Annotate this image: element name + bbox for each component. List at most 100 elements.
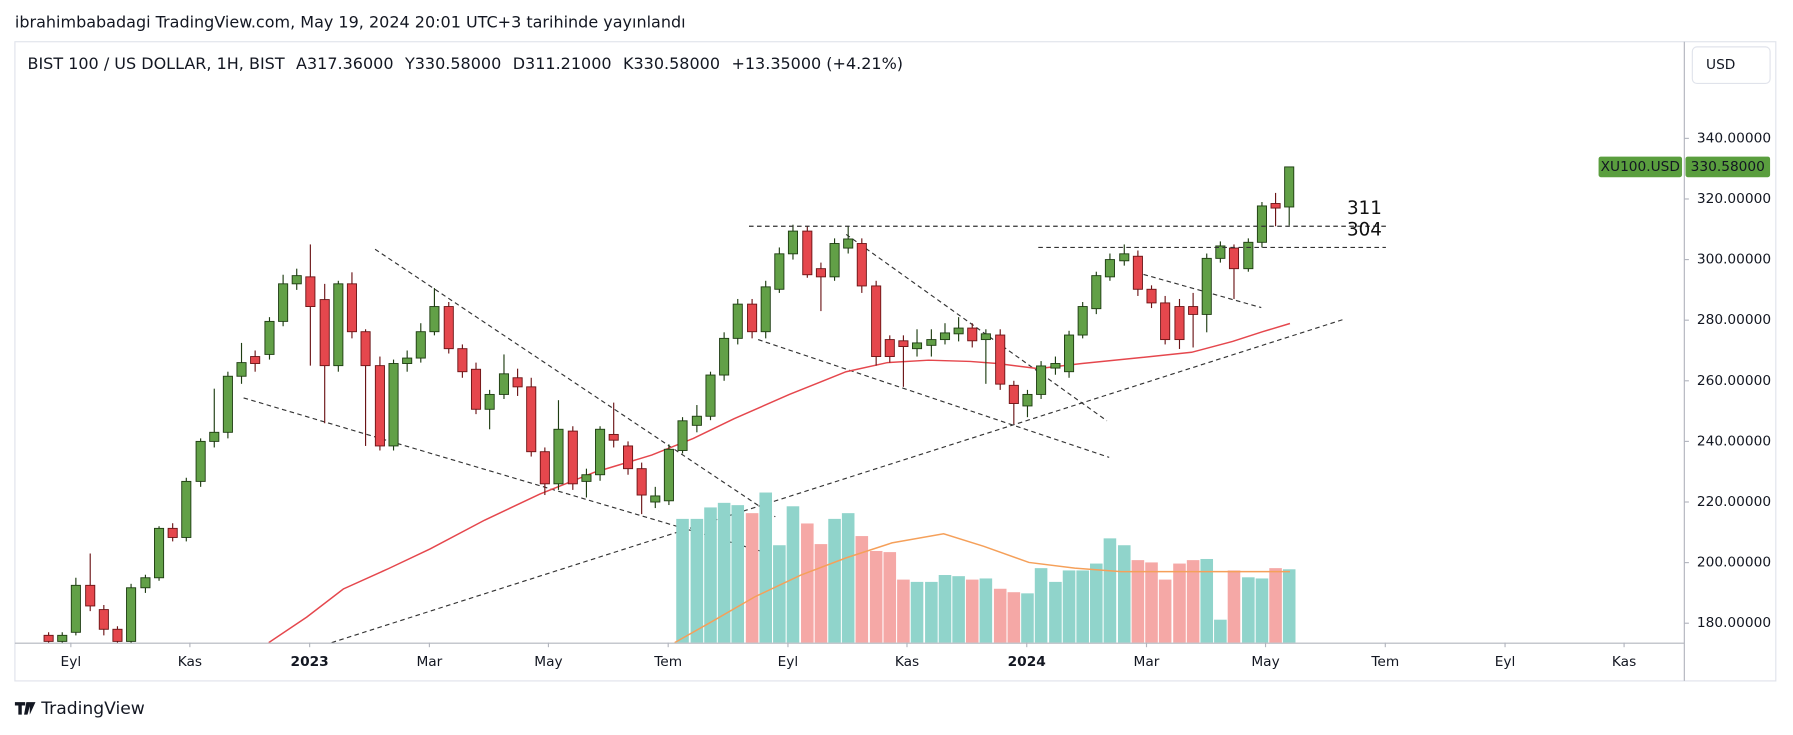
volume-bar: [1269, 568, 1282, 643]
y-tick-label: 300.00000: [1697, 252, 1771, 268]
candle-body: [980, 333, 991, 341]
symbol-tag-label: XU100.USD: [1601, 159, 1680, 175]
x-tick-label: Kas: [178, 654, 202, 670]
candle-body: [415, 331, 426, 359]
volume-bar: [841, 513, 855, 643]
candle-body: [388, 363, 399, 447]
volume-bar: [814, 544, 828, 643]
symbol-tag: [1598, 156, 1683, 178]
legend-header: BIST 100 / US DOLLAR, 1H, BIST A317.36000…: [27, 54, 903, 73]
volume-bar: [828, 518, 841, 643]
moving-average-line: [268, 322, 1291, 643]
candle-body: [1146, 288, 1157, 304]
currency-label[interactable]: USD: [1706, 57, 1735, 73]
candle-body: [443, 306, 454, 350]
candle-body: [57, 634, 68, 642]
candle-body: [553, 428, 564, 485]
x-tick-label: Kas: [895, 654, 919, 670]
candle-body: [140, 577, 151, 589]
ohlc-key: K: [623, 54, 634, 73]
axes: 180.00000 200.00000 220.00000 240.00000 260.…: [61, 130, 1772, 670]
y-tick-label: 280.00000: [1697, 312, 1771, 328]
trend-line: [757, 339, 1110, 458]
candle-body: [1022, 393, 1033, 407]
volume-bar: [1145, 562, 1158, 643]
candle-body: [1077, 306, 1088, 336]
candle-body: [346, 283, 357, 333]
candle-body: [195, 440, 206, 482]
volume-bar: [690, 518, 704, 643]
y-tick-label: 220.00000: [1697, 494, 1771, 510]
volume-bar: [717, 502, 731, 643]
x-tick-label: Mar: [1134, 654, 1160, 670]
volume-bar: [1214, 619, 1227, 643]
brand: TradingView: [40, 699, 145, 719]
candle-body: [402, 357, 413, 364]
candle-body: [774, 253, 785, 290]
candle-body: [374, 365, 385, 447]
candle-body: [278, 283, 289, 322]
trend-line: [243, 397, 769, 554]
volume-bar: [1076, 570, 1089, 643]
ohlc-value: 330.58000: [634, 54, 721, 73]
volume-bar: [1173, 563, 1186, 643]
candle-body: [747, 303, 758, 333]
candle-body: [705, 374, 716, 417]
candle-body: [1104, 259, 1115, 278]
ohlc-value: 330.58000: [415, 54, 502, 73]
volume-bar: [786, 506, 800, 643]
volume-bar: [1200, 558, 1214, 643]
candle-body: [1008, 384, 1019, 404]
candle-body: [1256, 205, 1267, 243]
x-tick-label: Eyl: [1495, 654, 1516, 670]
candle-body: [333, 283, 344, 367]
volume-bar: [676, 518, 689, 643]
ohlc-value: 311.21000: [525, 54, 612, 73]
candle-body: [802, 230, 813, 276]
candle-body: [843, 238, 854, 249]
y-tick-label: 200.00000: [1697, 555, 1771, 571]
candle-body: [1201, 257, 1212, 315]
candle-body: [871, 285, 882, 358]
candle-body: [457, 348, 468, 373]
y-tick-label: 240.00000: [1697, 433, 1771, 449]
volume-bar: [897, 579, 910, 643]
candle-body: [154, 527, 165, 579]
candle-body: [291, 275, 302, 285]
candle-body: [898, 340, 909, 348]
candle-body: [1036, 365, 1047, 395]
candle-body: [939, 332, 951, 341]
ohlc-value: 317.36000: [307, 54, 394, 73]
candle-body: [70, 584, 81, 633]
candle-body: [1188, 306, 1199, 315]
trend-line: [331, 318, 1345, 643]
x-tick-label: May: [534, 654, 562, 670]
x-tick-label: Eyl: [778, 654, 799, 670]
x-tick-label: Tem: [653, 654, 682, 670]
candle-body: [470, 368, 482, 410]
candle-body: [1284, 166, 1295, 208]
change: +13.35000 (+4.21%): [731, 54, 903, 73]
candle-body: [608, 433, 619, 441]
caption: ibrahimbabadagi TradingView.com, May 19,…: [15, 12, 686, 31]
volume-bar: [1227, 570, 1241, 643]
volume-bar: [1049, 581, 1062, 643]
volume-bar: [910, 581, 924, 643]
volume-bar: [1255, 578, 1269, 643]
candle-body: [663, 448, 674, 502]
candle-body: [884, 339, 895, 358]
candle-body: [319, 299, 330, 367]
y-tick-label: 320.00000: [1697, 191, 1771, 207]
ohlc-key: A: [296, 54, 307, 73]
candle-body: [526, 386, 537, 453]
candle-body: [1160, 302, 1171, 341]
y-tick-label: 340.00000: [1697, 130, 1771, 146]
candle-body: [1174, 306, 1185, 341]
volume-bar: [731, 505, 745, 643]
candle-body: [429, 306, 440, 333]
candle-body: [512, 377, 523, 388]
candle-body: [1243, 241, 1254, 270]
currency-button[interactable]: [1691, 46, 1771, 85]
candle-body: [209, 431, 220, 442]
